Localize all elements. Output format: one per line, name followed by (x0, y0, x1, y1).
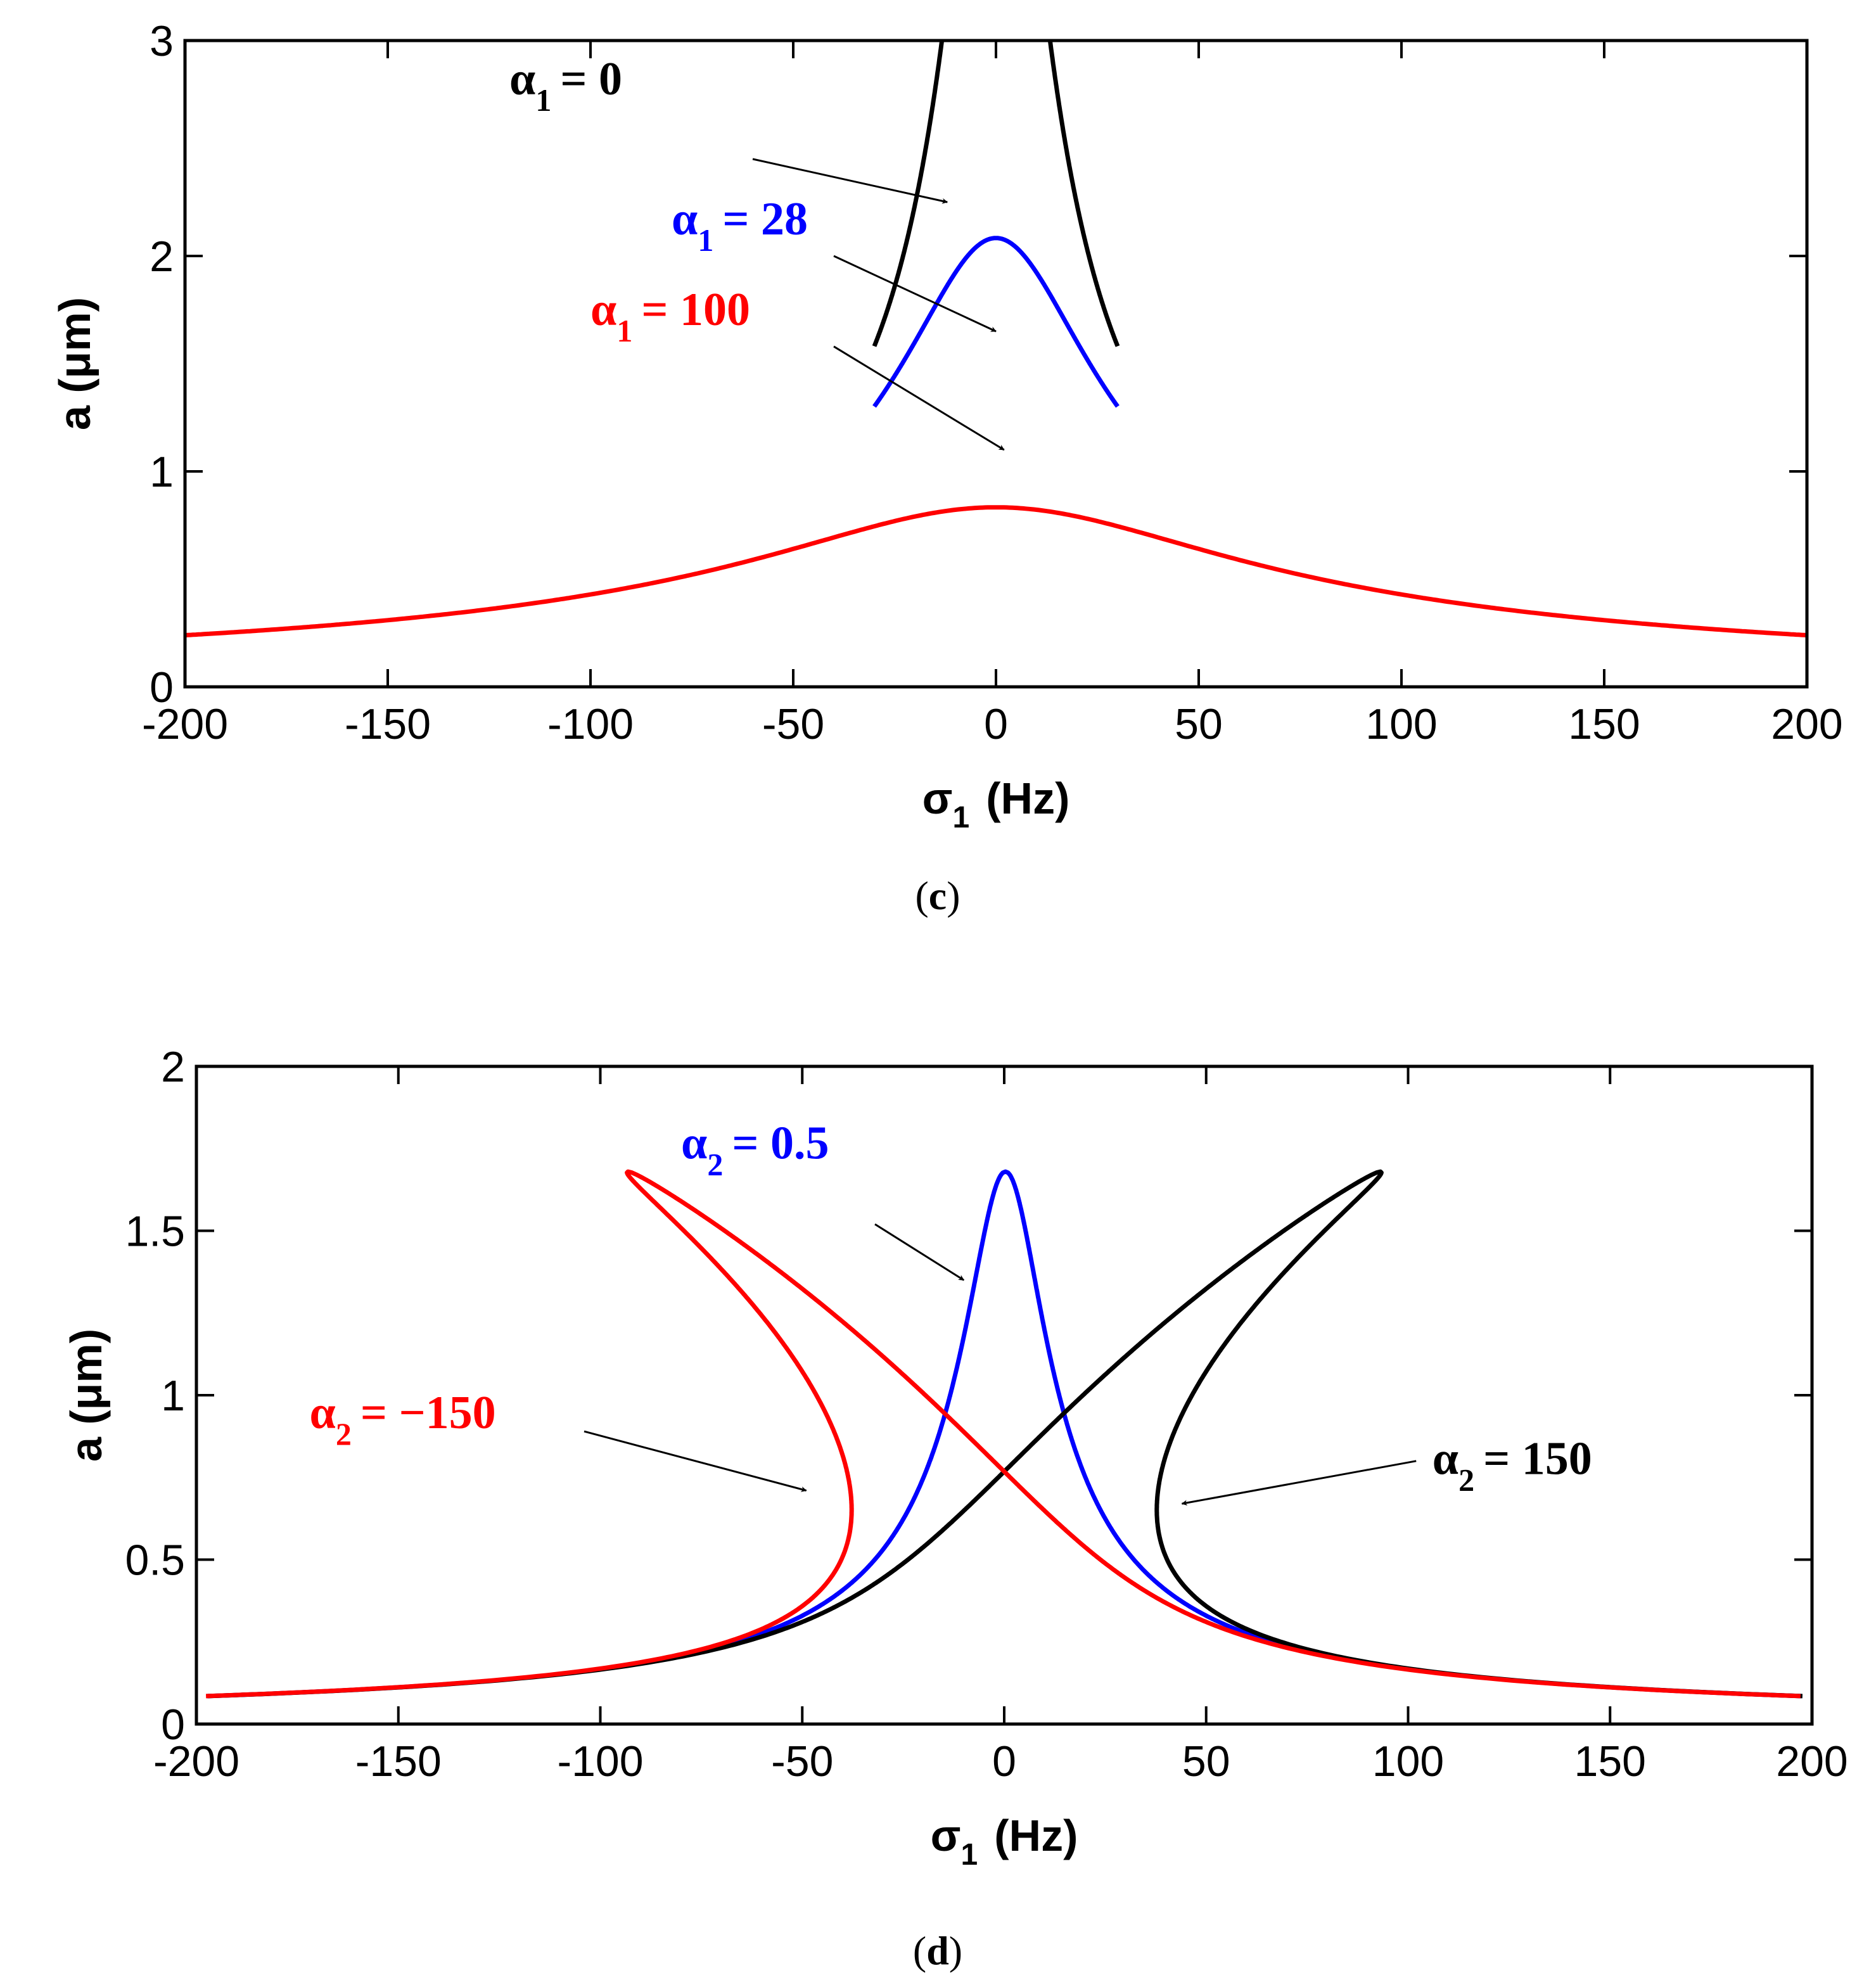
annotation-value: = 0 (560, 53, 622, 105)
annotation-label: α2 = 0.5 (681, 1117, 829, 1182)
caption-open-paren: ( (913, 1928, 926, 1973)
y-tick-label: 3 (150, 17, 174, 65)
x-tick-label: 100 (1365, 700, 1437, 748)
annotation-label: α1 = 100 (590, 284, 750, 348)
annotation-symbol: α (310, 1387, 336, 1439)
annotation-value: = 100 (641, 284, 750, 336)
annotation-subscript: 2 (336, 1416, 352, 1452)
x-axis-label: σ1 (Hz) (922, 774, 1070, 834)
annotation-label: α1 = 0 (509, 53, 622, 118)
annotation-symbol: α (681, 1117, 707, 1169)
y-tick-label: 1.5 (125, 1208, 185, 1256)
x-axis-label: σ1 (Hz) (931, 1811, 1078, 1872)
x-axis-symbol: σ (922, 774, 953, 823)
y-tick-label: 1 (161, 1372, 185, 1420)
x-tick-label: -150 (345, 700, 431, 748)
annotation-label: α2 = 150 (1433, 1433, 1592, 1498)
annotation-symbol: α (590, 284, 616, 336)
x-tick-label: 200 (1771, 700, 1842, 748)
annotation-subscript: 1 (698, 222, 713, 258)
annotation-value: = −150 (361, 1387, 496, 1439)
annotation-subscript: 1 (535, 82, 551, 118)
x-axis-unit: (Hz) (986, 774, 1069, 823)
annotation-label: α1 = 28 (672, 193, 808, 258)
series-line-blue (207, 1169, 1802, 1699)
annotation-arrow (1181, 1460, 1417, 1506)
annotation-value: = 28 (722, 193, 808, 245)
y-tick-label: 2 (161, 1043, 185, 1091)
x-tick-label: -150 (355, 1737, 442, 1786)
x-tick-label: 50 (1182, 1737, 1230, 1786)
y-tick-label: 1 (150, 448, 174, 496)
annotation-symbol: α (509, 53, 535, 105)
x-tick-label: 150 (1574, 1737, 1646, 1786)
panel-caption: (d) (913, 1928, 962, 1973)
annotation-arrow (874, 1223, 965, 1281)
caption-letter: d (926, 1928, 949, 1973)
x-tick-label: 0 (992, 1737, 1016, 1786)
x-tick-label: 200 (1776, 1737, 1847, 1786)
annotation-subscript: 2 (707, 1146, 723, 1182)
panel-caption: (c) (915, 873, 960, 918)
x-tick-label: 0 (984, 700, 1008, 748)
series-line-black (872, 41, 1120, 348)
x-tick-label: -50 (771, 1737, 833, 1786)
annotation-subscript: 1 (616, 313, 632, 348)
x-axis-unit: (Hz) (994, 1811, 1078, 1860)
annotation-arrow (584, 1430, 807, 1492)
y-tick-label: 0 (150, 663, 174, 712)
panel-d-chart: -200 -150 -100 -50 0 50 100 150 200 0 0.5 1 1.5 2 a (μ… (61, 1043, 1848, 1973)
x-tick-label: 50 (1175, 700, 1223, 748)
annotation-arrow (833, 345, 1005, 451)
y-axis-label: a (μm) (50, 297, 99, 430)
annotation-symbol: α (672, 193, 698, 245)
series-line-black (207, 1169, 1803, 1699)
annotation-subscript: 2 (1458, 1462, 1474, 1498)
annotation-arrow (752, 158, 948, 204)
y-axis-label: a (μm) (61, 1329, 111, 1462)
y-tick-label: 0 (161, 1701, 185, 1749)
caption-letter: c (929, 873, 947, 918)
x-tick-label: -100 (557, 1737, 643, 1786)
annotation-symbol: α (1433, 1433, 1458, 1485)
x-tick-label: -200 (153, 1737, 239, 1786)
caption-close-paren: ) (947, 873, 960, 918)
x-axis-subscript: 1 (953, 801, 970, 834)
annotation-value: = 150 (1483, 1433, 1592, 1485)
caption-close-paren: ) (949, 1928, 962, 1973)
annotation-arrow (833, 255, 997, 333)
x-tick-label: -200 (142, 700, 228, 748)
x-tick-label: 150 (1568, 700, 1640, 748)
x-axis-symbol: σ (931, 1811, 961, 1860)
caption-open-paren: ( (915, 873, 928, 918)
y-tick-label: 2 (150, 233, 174, 281)
x-axis-subscript: 1 (961, 1838, 978, 1872)
x-tick-label: 100 (1372, 1737, 1444, 1786)
x-tick-label: -100 (547, 700, 634, 748)
x-tick-label: -50 (762, 700, 824, 748)
annotation-label: α2 = −150 (310, 1387, 496, 1452)
series-line-red (205, 1169, 1801, 1699)
series-line-blue (872, 236, 1120, 409)
plot-frame (183, 39, 1809, 689)
annotation-value: = 0.5 (732, 1117, 829, 1169)
series-line-red (185, 505, 1807, 638)
y-tick-label: 0.5 (125, 1537, 185, 1585)
